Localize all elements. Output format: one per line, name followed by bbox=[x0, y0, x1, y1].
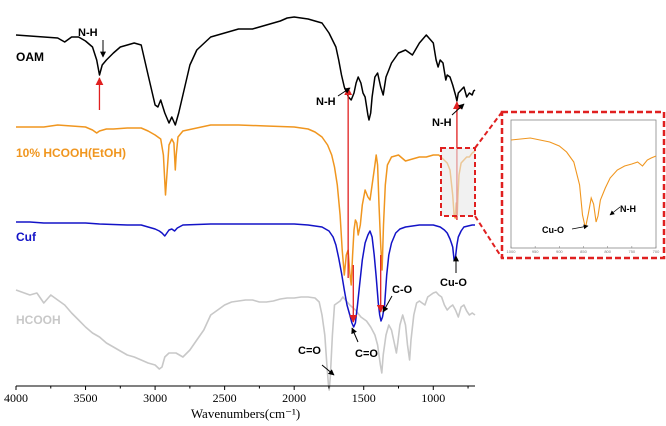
x-tick-label: 1000 bbox=[421, 391, 445, 405]
zoom-inset: 1000 950 900 850 800 750 700 N-H Cu-O bbox=[500, 110, 666, 260]
inset-arrow-cuo bbox=[571, 224, 589, 230]
peak-annotation: C=O bbox=[355, 348, 378, 360]
annotation-arrow bbox=[337, 87, 351, 97]
inset-annotation-cuo: Cu-O bbox=[542, 225, 564, 235]
x-tick-label: 4000 bbox=[4, 391, 28, 405]
x-tick-label: 3500 bbox=[74, 391, 98, 405]
x-tick-label: 2500 bbox=[213, 391, 237, 405]
spectrum-oam bbox=[15, 16, 476, 126]
inset-tick-label: 750 bbox=[628, 249, 635, 254]
spectrum-cuf bbox=[16, 221, 475, 328]
label-hcooh-etoh: 10% HCOOH(EtOH) bbox=[16, 146, 126, 160]
annotation-layer: OAM 10% HCOOH(EtOH) Cuf HCOOH N-H N-H N-H C=O C=… bbox=[16, 27, 503, 376]
peak-annotation: C-O bbox=[392, 284, 413, 296]
annotation-arrow bbox=[321, 364, 335, 376]
inset-tick-label: 950 bbox=[532, 249, 539, 254]
peak-annotation: N-H bbox=[432, 117, 452, 129]
inset-arrow-nh bbox=[609, 206, 621, 216]
peak-annotation: Cu-O bbox=[440, 277, 467, 289]
zoom-region-box bbox=[440, 147, 476, 217]
inset-spectrum bbox=[510, 137, 657, 229]
peak-annotation: C=O bbox=[298, 345, 321, 357]
label-cuf: Cuf bbox=[16, 230, 37, 244]
peak-annotation: N-H bbox=[316, 96, 336, 108]
x-axis-label: Wavenumbers(cm⁻¹) bbox=[191, 406, 300, 421]
label-hcooh: HCOOH bbox=[16, 313, 61, 327]
label-oam: OAM bbox=[16, 50, 44, 64]
inset-tick-label: 800 bbox=[604, 249, 611, 254]
x-tick-label: 1500 bbox=[352, 391, 376, 405]
annotation-arrow bbox=[451, 103, 465, 116]
spectrum-hcooh bbox=[15, 289, 476, 391]
x-tick-label: 3000 bbox=[143, 391, 167, 405]
x-axis: 4000 3500 3000 2500 2000 1500 1000 Wavenumbers(… bbox=[4, 385, 475, 421]
inset-annotation-nh: N-H bbox=[620, 204, 636, 214]
zoom-connector-top bbox=[474, 111, 503, 149]
x-tick-label: 2000 bbox=[282, 391, 306, 405]
inset-tick-label: 850 bbox=[580, 249, 587, 254]
inset-tick-label: 900 bbox=[556, 249, 563, 254]
annotation-arrow bbox=[382, 295, 393, 313]
zoom-connector-bottom bbox=[474, 215, 503, 259]
annotation-arrow bbox=[351, 327, 359, 343]
peak-annotation: N-H bbox=[78, 27, 98, 39]
inset-tick-label: 1000 bbox=[507, 249, 517, 254]
inset-plot-frame bbox=[510, 119, 657, 249]
plot-area bbox=[15, 16, 476, 391]
inset-tick-label: 700 bbox=[653, 249, 660, 254]
